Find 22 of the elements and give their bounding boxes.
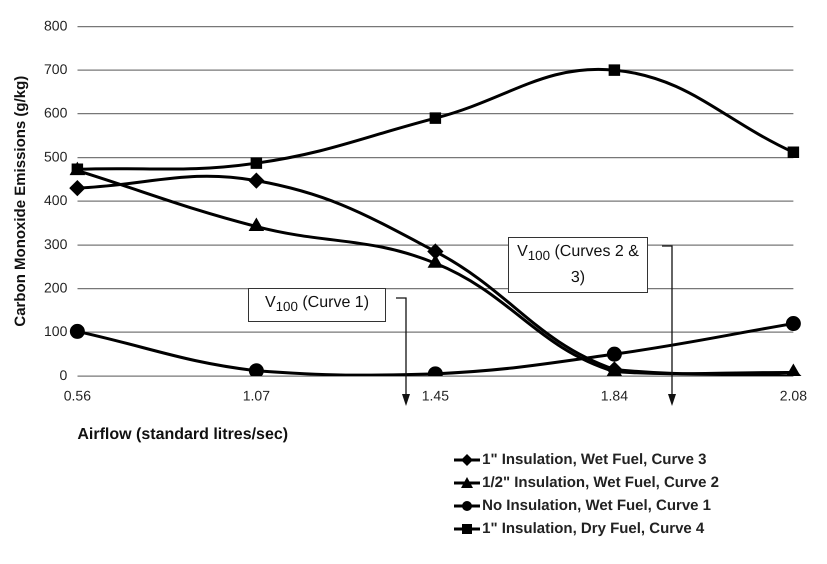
legend-label: 1" Insulation, Dry Fuel, Curve 4: [482, 520, 704, 537]
x-tick-label: 2.08: [780, 387, 808, 404]
legend-label: 1" Insulation, Wet Fuel, Curve 3: [482, 451, 706, 468]
y-tick-label: 0: [60, 366, 68, 383]
y-tick-label: 400: [44, 192, 68, 208]
y-tick-label: 500: [44, 148, 68, 164]
y-tick-label: 300: [44, 236, 68, 252]
legend-label: No Insulation, Wet Fuel, Curve 1: [482, 497, 712, 514]
legend-label: 1/2" Insulation, Wet Fuel, Curve 2: [482, 474, 719, 491]
x-tick-label: 1.45: [422, 387, 450, 404]
y-axis-title: Carbon Monoxide Emissions (g/kg): [12, 76, 30, 327]
x-tick-label: 1.84: [600, 387, 628, 404]
y-tick-label: 700: [44, 60, 68, 77]
y-tick-label: 600: [44, 104, 68, 121]
x-axis-title: Airflow (standard litres/sec): [77, 426, 288, 443]
y-tick-label: 200: [44, 279, 68, 296]
y-tick-label: 100: [44, 323, 68, 340]
x-tick-label: 0.56: [64, 387, 92, 404]
y-tick-label: 800: [44, 17, 68, 34]
annotation: V$_{100}$ (Curve 1): [248, 288, 386, 322]
x-tick-label: 1.07: [242, 387, 270, 404]
annotation: V$_{100}$ (Curves 2 & 3): [508, 237, 648, 294]
